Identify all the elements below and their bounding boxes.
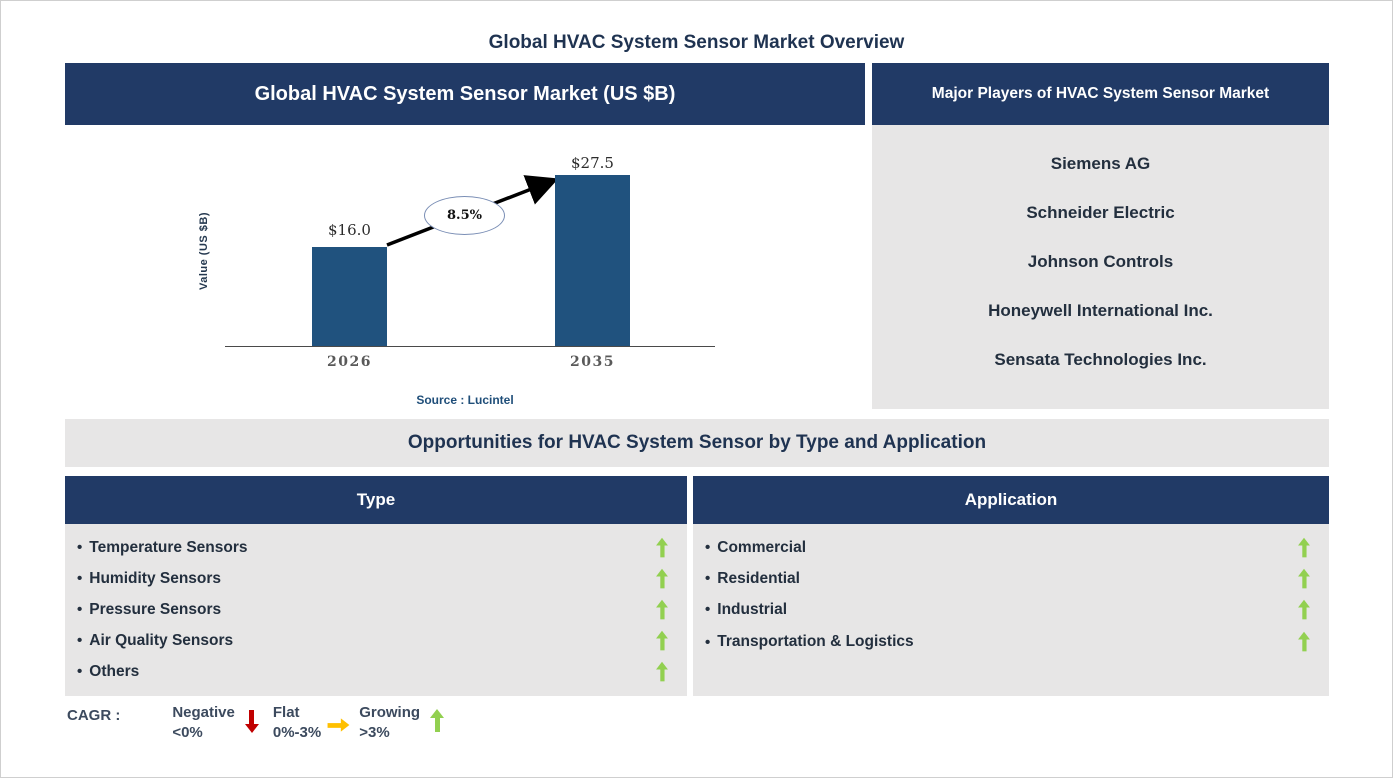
list-item: • Commercial (693, 532, 1329, 563)
page-title: Global HVAC System Sensor Market Overvie… (488, 32, 905, 53)
growth-arrow (386, 175, 559, 247)
up-arrow-icon (1298, 631, 1310, 652)
major-players-header: Major Players of HVAC System Sensor Mark… (872, 63, 1329, 125)
down-arrow-icon (245, 709, 259, 733)
player-item: Sensata Technologies Inc. (994, 350, 1207, 370)
up-arrow-icon (656, 661, 668, 681)
type-item-label: Temperature Sensors (89, 538, 248, 556)
list-item: • Temperature Sensors (65, 532, 687, 563)
right-arrow-icon (327, 718, 350, 731)
up-arrow-icon (656, 630, 668, 650)
legend-item-growing: Growing >3% (359, 703, 445, 743)
bullet: • (705, 570, 711, 587)
legend-item-negative: Negative <0% (172, 703, 259, 743)
up-arrow-icon (1298, 568, 1310, 588)
up-arrow-icon (656, 568, 668, 588)
bar-2035 (555, 175, 630, 346)
opportunities-title: Opportunities for HVAC System Sensor by … (65, 419, 1329, 467)
list-item: • Others (65, 656, 687, 687)
bullet: • (705, 601, 711, 618)
legend-range: <0% (172, 724, 203, 741)
bar-2026 (312, 247, 387, 346)
legend-range: >3% (359, 724, 390, 741)
type-header: Type (65, 476, 687, 524)
type-column: Type • Temperature Sensors • Humidity Se… (65, 476, 687, 696)
list-item: • Air Quality Sensors (65, 625, 687, 656)
list-item: • Pressure Sensors (65, 594, 687, 625)
type-list: • Temperature Sensors • Humidity Sensors… (65, 524, 687, 696)
legend-range: 0%-3% (272, 724, 322, 741)
bullet: • (705, 539, 711, 556)
cagr-legend: CAGR : Negative <0% Flat 0%-3% Growing >… (67, 703, 458, 743)
legend-text: Flat 0%-3% (273, 703, 321, 743)
legend-name: Growing (359, 704, 421, 721)
bullet: • (77, 570, 83, 587)
source-note: Source : Lucintel (416, 393, 514, 407)
up-arrow-icon (1298, 599, 1310, 619)
application-item-label: Transportation & Logistics (717, 633, 914, 650)
market-chart-panel: Global HVAC System Sensor Market (US $B)… (65, 63, 865, 411)
player-item: Schneider Electric (1026, 202, 1175, 222)
bullet: • (77, 539, 83, 556)
players-list: Siemens AG Schneider Electric Johnson Co… (872, 125, 1329, 409)
up-arrow-icon (430, 709, 445, 733)
application-item-label: Residential (717, 569, 800, 587)
type-item-label: Pressure Sensors (89, 600, 222, 618)
market-chart-header: Global HVAC System Sensor Market (US $B) (65, 63, 865, 125)
application-header: Application (693, 476, 1329, 524)
x-axis-line (225, 346, 715, 347)
bullet: • (77, 601, 83, 618)
legend-name: Flat (272, 704, 300, 721)
bullet: • (77, 632, 83, 649)
list-item: • Humidity Sensors (65, 563, 687, 594)
legend-text: Growing >3% (359, 703, 420, 743)
application-item-label: Commercial (717, 538, 806, 556)
application-item-label: Industrial (717, 600, 788, 618)
player-item: Honeywell International Inc. (988, 301, 1213, 321)
list-item: • Industrial (693, 594, 1329, 625)
type-item-label: Humidity Sensors (89, 569, 222, 587)
major-players-panel: Major Players of HVAC System Sensor Mark… (872, 63, 1329, 409)
legend-text: Negative <0% (172, 703, 235, 743)
type-item-label: Others (89, 662, 140, 680)
legend-name: Negative (172, 704, 235, 721)
list-item: • Residential (693, 563, 1329, 594)
type-item-label: Air Quality Sensors (89, 631, 234, 649)
cagr-ellipse: 8.5% (424, 196, 505, 235)
player-item: Siemens AG (1050, 153, 1151, 173)
application-list: • Commercial • Residential • Industrial … (693, 524, 1329, 696)
application-column: Application • Commercial • Residential •… (693, 476, 1329, 696)
player-item: Johnson Controls (1027, 251, 1174, 271)
up-arrow-icon (656, 537, 668, 557)
bullet: • (705, 633, 711, 651)
list-item: • Transportation & Logistics (693, 625, 1329, 659)
up-arrow-icon (656, 599, 668, 619)
cagr-legend-label: CAGR : (67, 707, 121, 724)
bullet: • (77, 663, 83, 680)
legend-item-flat: Flat 0%-3% (273, 703, 345, 743)
bar-value-label-2026: $16.0 (328, 221, 371, 239)
up-arrow-icon (1298, 537, 1310, 557)
bar-value-label-2035: $27.5 (571, 154, 614, 172)
bar-chart: Value (US $B) $16.0 $27.5 2026 2035 8.5%… (65, 125, 865, 411)
x-tick-2026: 2026 (327, 354, 372, 370)
x-tick-2035: 2035 (570, 354, 615, 370)
